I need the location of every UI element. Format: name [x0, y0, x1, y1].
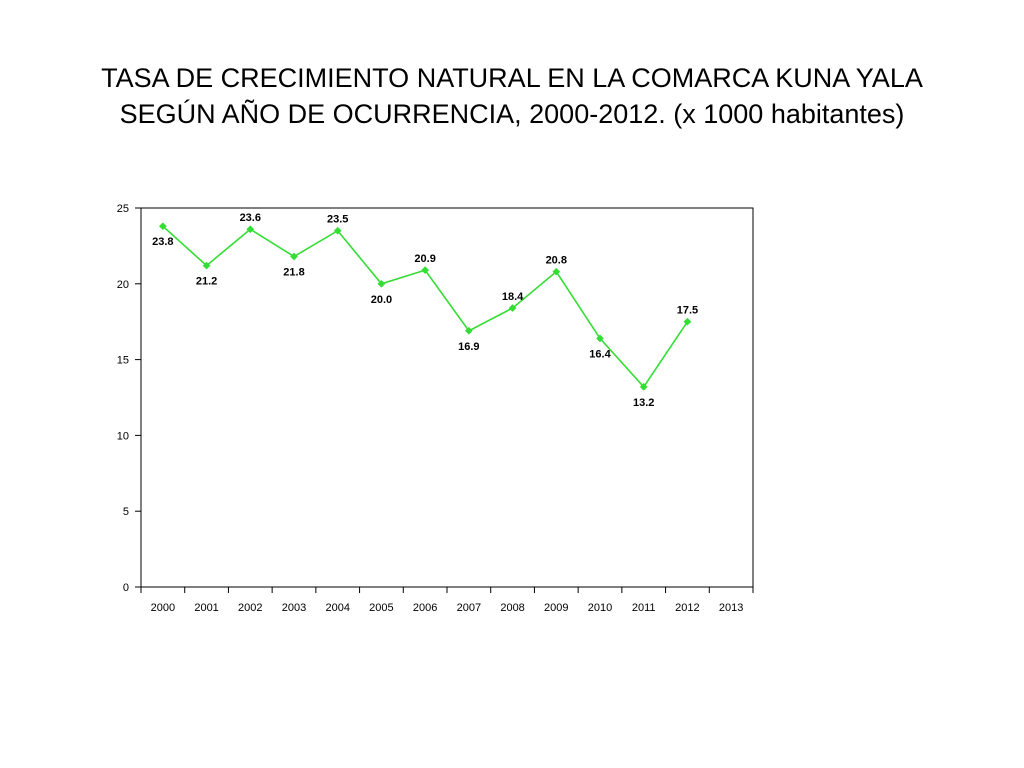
data-point-marker — [552, 267, 561, 276]
x-tick-label: 2002 — [238, 602, 262, 614]
data-point-marker — [683, 317, 692, 326]
data-label: 18.4 — [502, 291, 524, 303]
data-point-marker — [464, 326, 473, 335]
x-tick-label: 2009 — [544, 602, 568, 614]
y-tick-label: 10 — [117, 430, 129, 442]
data-point-marker — [158, 222, 167, 231]
data-point-marker — [639, 382, 648, 391]
y-tick-label: 15 — [117, 355, 129, 367]
chart-title-line-1: TASA DE CRECIMIENTO NATURAL EN LA COMARC… — [101, 63, 923, 93]
x-tick-label: 2007 — [457, 602, 481, 614]
chart-title: TASA DE CRECIMIENTO NATURAL EN LA COMARC… — [0, 60, 1024, 132]
x-tick-label: 2013 — [719, 602, 743, 614]
data-label: 16.9 — [458, 341, 479, 353]
data-labels: 23.8 21.2 23.6 21.8 23.5 20.0 20.9 16.9 18.4 20.8… — [152, 212, 698, 409]
y-axis: 0 5 10 15 20 25 — [117, 203, 141, 594]
data-label: 21.2 — [196, 276, 217, 288]
data-label: 21.8 — [283, 267, 304, 279]
data-label: 20.8 — [546, 255, 567, 267]
data-label: 20.0 — [371, 294, 392, 306]
x-axis: 2000 2001 2002 2003 2004 2005 2006 2007 2008 2009… — [140, 587, 754, 614]
x-tick-label: 2000 — [151, 602, 175, 614]
y-tick-label: 5 — [123, 506, 129, 518]
data-point-marker — [596, 334, 604, 343]
data-label: 13.2 — [633, 397, 654, 409]
data-label: 23.8 — [152, 236, 173, 248]
x-tick-label: 2005 — [369, 602, 393, 614]
y-tick-label: 20 — [117, 279, 129, 291]
data-point-marker — [508, 304, 517, 313]
data-point-marker — [246, 225, 255, 234]
x-tick-label: 2003 — [282, 602, 306, 614]
x-tick-label: 2011 — [632, 602, 656, 614]
data-label: 23.5 — [327, 214, 348, 226]
plot-area — [140, 207, 754, 588]
x-tick-label: 2004 — [325, 602, 349, 614]
data-point-marker — [377, 279, 386, 288]
data-point-marker — [333, 226, 342, 235]
data-label: 16.4 — [589, 348, 611, 360]
x-tick-label: 2006 — [413, 602, 437, 614]
data-point-marker — [202, 261, 211, 270]
x-tick-label: 2001 — [194, 602, 218, 614]
y-tick-label: 0 — [123, 582, 129, 594]
data-series — [158, 222, 692, 391]
chart-title-line-2: SEGÚN AÑO DE OCURRENCIA, 2000-2012. (x 1… — [119, 99, 905, 129]
x-tick-label: 2012 — [675, 602, 699, 614]
y-tick-label: 25 — [117, 203, 129, 215]
x-tick-label: 2008 — [500, 602, 524, 614]
data-point-marker — [421, 266, 430, 275]
data-point-marker — [290, 252, 298, 261]
data-label: 17.5 — [677, 305, 698, 317]
data-label: 23.6 — [240, 212, 261, 224]
x-tick-label: 2010 — [588, 602, 612, 614]
data-label: 20.9 — [414, 253, 435, 265]
